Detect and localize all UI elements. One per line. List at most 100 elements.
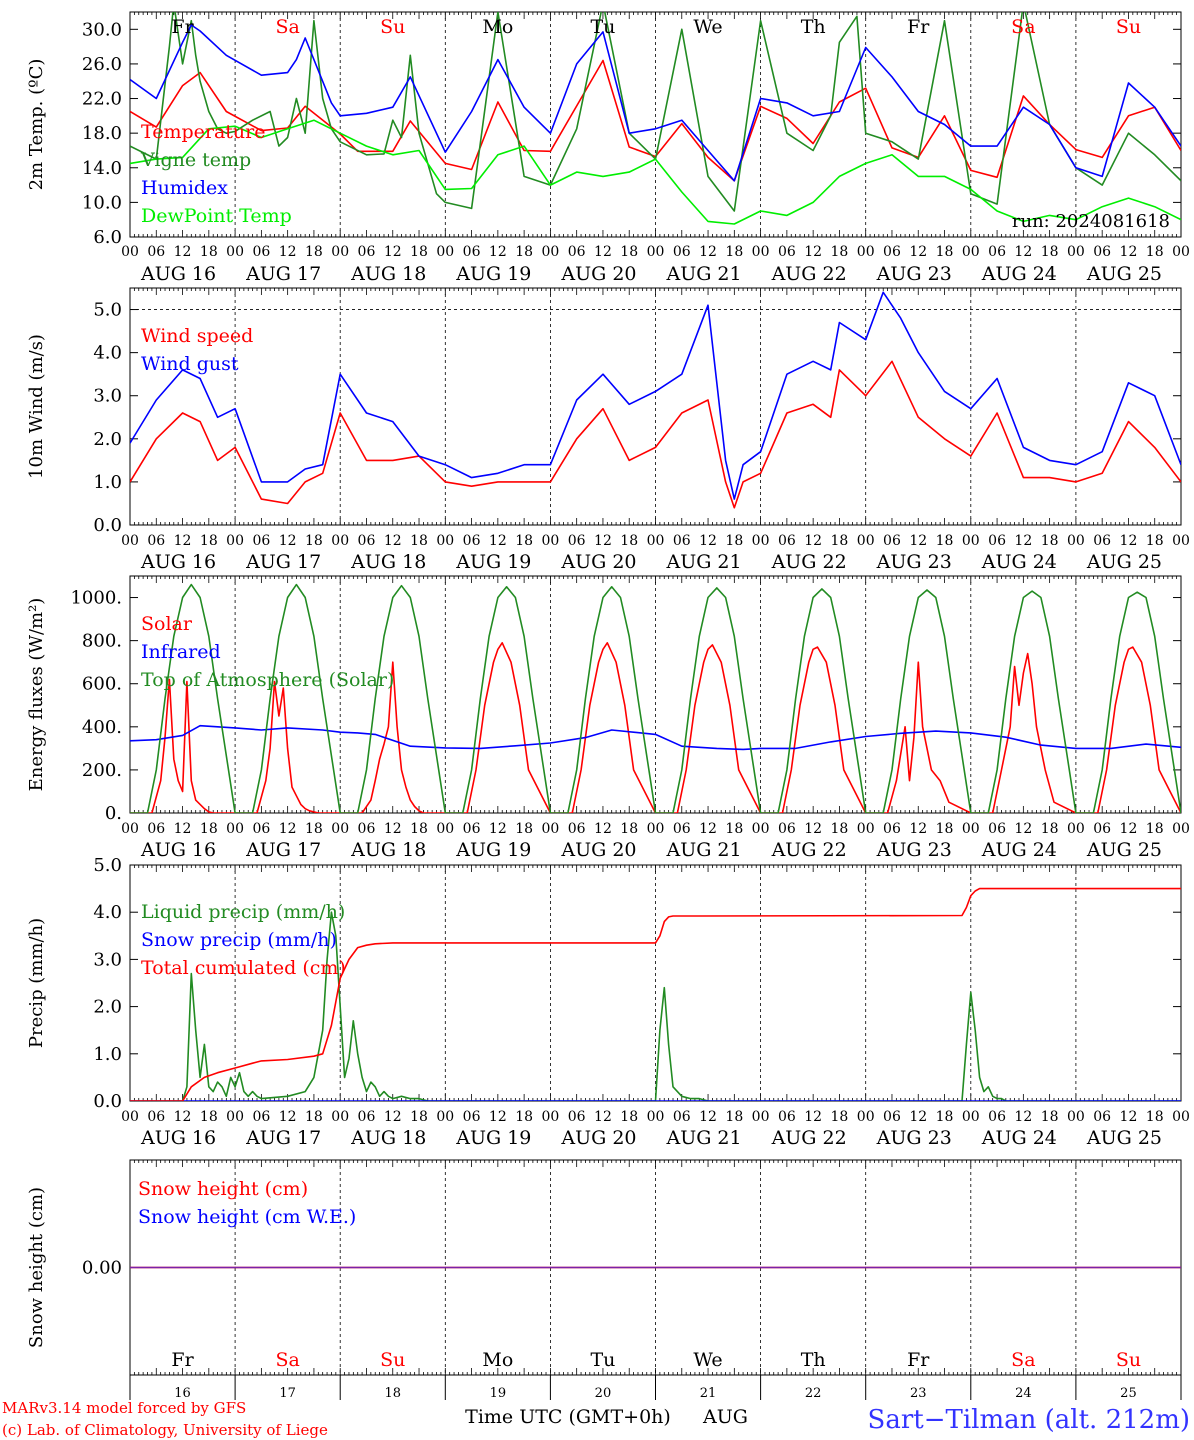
hour-tick-label: 18 [1146,244,1164,260]
legend-entry: Infrared [141,641,221,663]
date-label: AUG 19 [455,551,531,573]
panel-4: 0.0 1.0 2.0 3.0 4.0 5.0 Precip (mm/h) Liquid pr… [26,855,1190,1149]
hour-tick-label: 12 [909,244,927,260]
y-tick-label: 1.0 [93,472,122,493]
y-tick-label: 18.0 [82,123,122,144]
hour-tick-label: 00 [121,1109,139,1125]
hour-tick-label: 06 [568,244,586,260]
hour-tick-label: 06 [778,533,796,549]
hour-tick-label: 12 [699,821,717,837]
date-label: AUG 20 [560,1127,636,1149]
hour-tick-label: 12 [384,821,402,837]
hour-tick-label: 06 [147,821,165,837]
weekday-label: Mo [482,16,513,38]
hour-tick-label: 12 [1120,1109,1138,1125]
hour-tick-label: 00 [121,244,139,260]
day-number-label: 20 [595,1386,612,1401]
y-axis-label: Energy fluxes (W/m²) [26,598,47,792]
hour-tick-label: 06 [778,821,796,837]
hour-tick-label: 12 [804,821,822,837]
hour-tick-label: 06 [463,821,481,837]
hour-tick-label: 18 [305,533,323,549]
date-label: AUG 22 [771,839,847,861]
hour-tick-label: 12 [174,1109,192,1125]
hour-tick-label: 18 [831,821,849,837]
hour-tick-label: 18 [936,533,954,549]
date-label: AUG 25 [1086,1127,1162,1149]
date-label: AUG 21 [665,839,741,861]
y-tick-label: 6.0 [93,227,122,248]
day-number-label: 22 [805,1386,822,1401]
date-label: AUG 18 [350,1127,426,1149]
legend-entry: Snow precip (mm/h) [141,929,337,951]
hour-tick-label: 00 [752,1109,770,1125]
series-line-solar [130,641,1181,813]
hour-tick-label: 00 [121,533,139,549]
weekday-label: Sa [275,16,299,38]
date-label: AUG 20 [560,551,636,573]
y-tick-label: 3.0 [93,949,122,970]
y-tick-label: 26.0 [82,54,122,75]
y-tick-label: 4.0 [93,902,122,923]
y-axis-label: Precip (mm/h) [26,918,47,1048]
hour-tick-label: 18 [515,244,533,260]
hour-tick-label: 00 [436,244,454,260]
hour-tick-label: 06 [147,1109,165,1125]
day-number-label: 19 [490,1386,507,1401]
hour-tick-label: 00 [1172,244,1190,260]
hour-tick-label: 18 [936,821,954,837]
hour-tick-label: 06 [1093,244,1111,260]
hour-tick-label: 12 [699,244,717,260]
weekday-label: Su [380,1349,405,1371]
weekday-label: Tu [590,1349,615,1371]
hour-tick-label: 06 [463,533,481,549]
hour-tick-label: 06 [463,244,481,260]
weekday-label: Sa [275,1349,299,1371]
y-tick-label: 4.0 [93,343,122,364]
hour-tick-label: 06 [883,1109,901,1125]
date-label: AUG 16 [140,839,216,861]
hour-tick-label: 18 [305,1109,323,1125]
hour-tick-label: 12 [1014,821,1032,837]
legend-entry: Total cumulated (cm) [141,957,346,979]
y-tick-label: 0.0 [93,1091,122,1112]
legend-entry: Top of Atmosphere (Solar) [141,669,394,691]
hour-tick-label: 06 [358,821,376,837]
hour-tick-label: 12 [174,821,192,837]
hour-tick-label: 18 [410,821,428,837]
y-tick-label: 2.0 [93,429,122,450]
hour-tick-label: 00 [857,1109,875,1125]
y-tick-label: 600. [82,674,122,695]
plot-frame [129,287,1182,526]
legend-entry: Solar [141,613,193,635]
date-label: AUG 19 [455,263,531,285]
hour-tick-label: 06 [778,244,796,260]
hour-tick-label: 18 [1146,1109,1164,1125]
hour-tick-label: 00 [1172,821,1190,837]
hour-tick-label: 12 [279,1109,297,1125]
hour-tick-label: 12 [279,533,297,549]
weekday-label: Th [801,16,826,38]
hour-tick-label: 12 [804,533,822,549]
hour-tick-label: 00 [436,533,454,549]
y-tick-label: 0.0 [93,515,122,536]
hour-tick-label: 12 [384,533,402,549]
y-tick-label: 3.0 [93,386,122,407]
hour-tick-label: 06 [673,1109,691,1125]
weekday-label: Fr [171,1349,194,1371]
legend-entry: Vigne temp [140,149,251,171]
hour-tick-label: 06 [1093,1109,1111,1125]
hour-tick-label: 18 [1041,244,1059,260]
hour-tick-label: 18 [620,821,638,837]
hour-tick-label: 06 [673,821,691,837]
date-label: AUG 18 [350,263,426,285]
hour-tick-label: 12 [804,1109,822,1125]
series-group [130,583,1181,813]
series-line-total-cumulated-cm [130,887,1181,1101]
hour-tick-label: 00 [752,244,770,260]
weekday-label: We [693,16,722,38]
y-tick-label: 400. [82,717,122,738]
hour-tick-label: 00 [1172,1109,1190,1125]
hour-tick-label: 06 [358,533,376,549]
hour-tick-label: 18 [725,821,743,837]
